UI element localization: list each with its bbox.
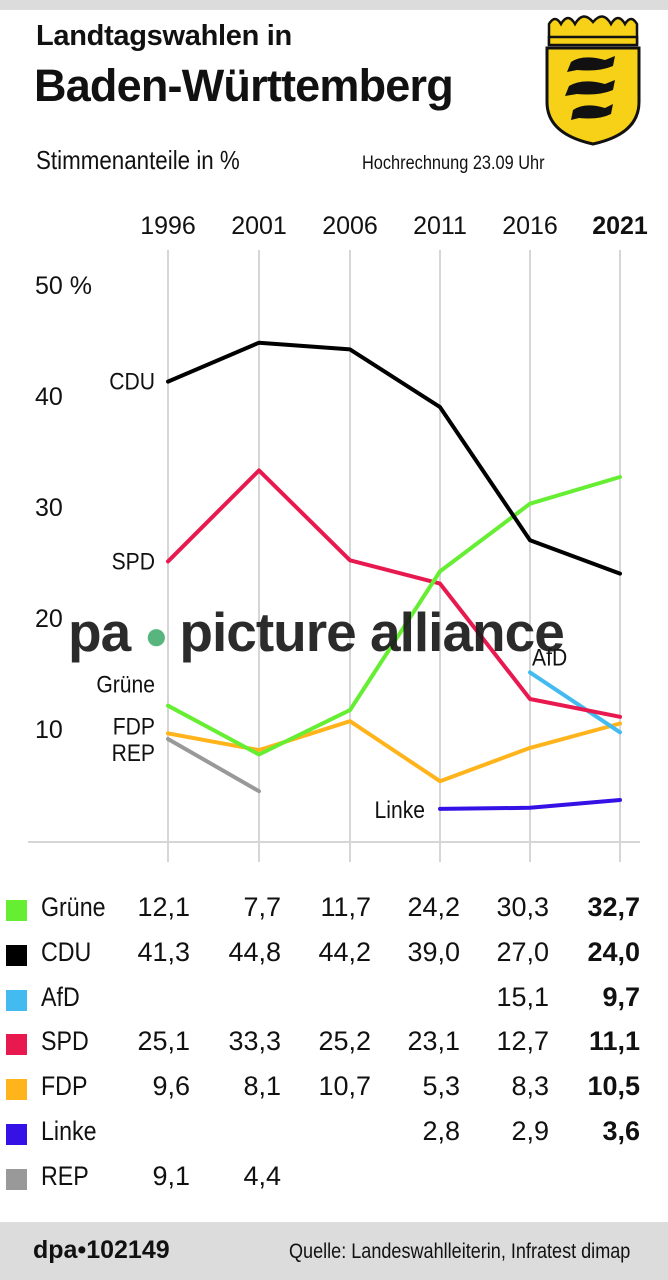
table-cell-1996: 25,1 [137,1026,190,1057]
line-label-cdu: CDU [109,368,155,395]
series-line-grüne [166,475,622,757]
table-cell-2011: 2,8 [422,1116,460,1146]
legend-swatch [6,900,27,921]
coat-of-arms-icon [545,15,641,146]
series-line-fdp [166,719,622,784]
party-name: SPD [41,1026,89,1057]
table-cell-2016: 12,7 [496,1026,549,1057]
table-cell-2006: 11,7 [320,892,371,922]
title-line1: Landtagswahlen in [36,20,292,52]
party-name: AfD [41,981,80,1012]
legend-swatch [6,1034,27,1056]
title-line2: Baden-Württemberg [34,60,454,111]
agency-id: dpa•102149 [33,1236,170,1264]
x-tick-2021: 2021 [592,212,648,240]
watermark-pa: pa [68,601,131,663]
table-cell-2016: 30,3 [496,892,549,922]
y-tick-labels: 10 20 30 40 50 % [35,272,92,744]
x-tick-labels: 1996 2001 2006 2011 2016 2021 [140,212,648,240]
gridlines [167,250,621,862]
table-cell-2021: 11,1 [588,1026,640,1057]
x-tick-2006: 2006 [322,212,378,240]
table-cell-2021: 32,7 [587,892,640,922]
y-tick-10: 10 [35,716,63,744]
line-label-spd: SPD [112,548,155,575]
y-tick-20: 20 [35,605,63,633]
y-tick-30: 30 [35,494,63,522]
legend-swatch [6,944,27,966]
legend-swatch [6,1124,27,1145]
party-name: Grüne [41,892,106,922]
line-label-rep: REP [112,740,155,767]
table-cell-2016: 15,1 [496,981,549,1012]
table-cell-2001: 7,7 [243,892,281,922]
party-name: FDP [41,1071,88,1102]
table-cell-2021: 3,6 [602,1116,640,1146]
series-lines [166,340,622,811]
line-label-afd: AfD [532,644,567,671]
watermark-text: picture alliance [179,601,564,663]
top-bar [0,0,668,10]
table-cell-1996: 41,3 [137,936,190,967]
table-cell-2011: 5,3 [422,1071,460,1102]
table-cell-2011: 23,1 [407,1026,460,1057]
table-cell-2001: 44,8 [228,936,281,967]
table-cell-2006: 10,7 [318,1071,371,1102]
table-cell-2011: 39,0 [407,936,460,967]
table-row: Grüne 12,1 7,7 11,7 24,2 30,3 32,7 [0,892,668,932]
watermark: pa ● picture alliance [68,600,565,664]
party-name: Linke [41,1116,97,1146]
x-tick-2016: 2016 [502,212,558,240]
x-tick-2001: 2001 [231,212,287,240]
y-tick-50: 50 % [35,272,92,300]
table-cell-2021: 10,5 [587,1071,640,1102]
watermark-dot-icon: ● [144,613,168,658]
table-cell-2001: 4,4 [243,1160,281,1191]
table-cell-1996: 9,6 [152,1071,190,1102]
subtitle: Stimmenanteile in % [36,145,240,175]
line-label-linke: Linke [375,797,425,824]
party-name: CDU [41,936,92,967]
series-line-linke [438,798,622,811]
series-line-rep [166,737,261,794]
table-cell-2006: 25,2 [318,1026,371,1057]
table-row: SPD 25,1 33,3 25,2 23,1 12,7 11,1 [0,1026,668,1066]
table-cell-2001: 33,3 [228,1026,281,1057]
legend-swatch [6,989,27,1011]
footer-bar [0,1222,668,1280]
table-cell-2016: 2,9 [511,1116,549,1146]
table-row: REP 9,1 4,4 [0,1161,668,1201]
line-label-grüne: Grüne [96,671,155,698]
table-cell-2006: 44,2 [318,936,371,967]
table-cell-2011: 24,2 [407,892,460,922]
table-cell-1996: 9,1 [152,1160,190,1191]
table-cell-2016: 27,0 [496,936,549,967]
x-tick-1996: 1996 [140,212,196,240]
table-cell-2001: 8,1 [243,1071,281,1102]
table-cell-2016: 8,3 [511,1071,549,1102]
party-name: REP [41,1160,89,1191]
source-note: Quelle: Landeswahlleiterin, Infratest di… [289,1240,631,1263]
y-tick-40: 40 [35,383,63,411]
series-line-cdu [166,340,622,576]
series-line-afd [528,670,622,735]
series-line-spd [166,468,622,719]
projection-time: Hochrechnung 23.09 Uhr [362,153,545,174]
table-cell-2021: 24,0 [587,936,640,967]
table-row: FDP 9,6 8,1 10,7 5,3 8,3 10,5 [0,1071,668,1111]
table-cell-1996: 12,1 [137,892,190,922]
table-cell-2021: 9,7 [602,981,640,1012]
x-tick-2011: 2011 [413,212,467,240]
legend-swatch [6,1168,27,1190]
table-row: AfD 15,1 9,7 [0,982,668,1022]
line-chart: 1996 2001 2006 2011 2016 2021 10 20 30 40 50 % CD… [28,212,648,862]
table-row: CDU 41,3 44,8 44,2 39,0 27,0 24,0 [0,937,668,977]
legend-swatch [6,1079,27,1101]
line-label-fdp: FDP [113,713,155,740]
table-row: Linke 2,8 2,9 3,6 [0,1116,668,1156]
